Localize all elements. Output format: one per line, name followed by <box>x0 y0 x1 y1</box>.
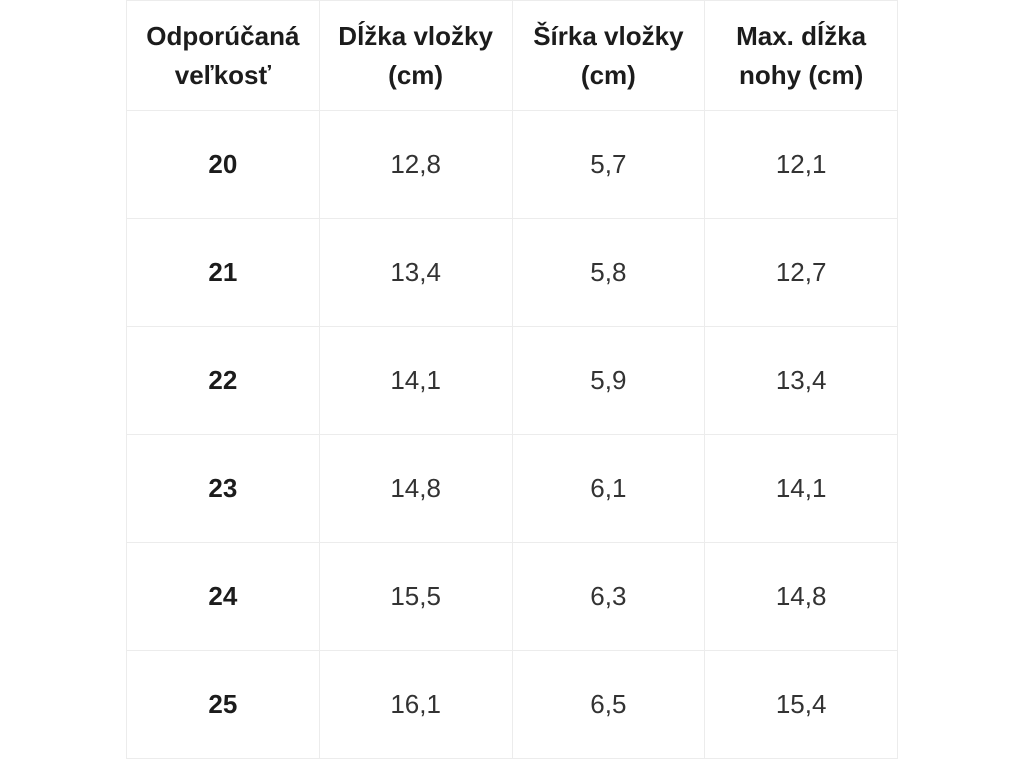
size-table: Odporúčaná veľkosť Dĺžka vložky (cm) Šír… <box>126 0 898 759</box>
cell-insole-width: 6,5 <box>511 650 706 759</box>
table-header-row: Odporúčaná veľkosť Dĺžka vložky (cm) Šír… <box>126 0 898 111</box>
table-row: 24 15,5 6,3 14,8 <box>126 542 898 651</box>
cell-insole-length: 12,8 <box>318 110 513 219</box>
header-line: Dĺžka vložky <box>338 20 493 51</box>
cell-size: 25 <box>126 650 320 759</box>
cell-insole-width: 6,3 <box>511 542 706 651</box>
cell-size: 20 <box>126 110 320 219</box>
table-row: 22 14,1 5,9 13,4 <box>126 326 898 435</box>
header-recommended-size: Odporúčaná veľkosť <box>126 0 320 111</box>
header-line: Šírka vložky <box>533 20 684 51</box>
cell-max-foot-length: 14,8 <box>704 542 898 651</box>
cell-insole-width: 5,8 <box>511 218 706 327</box>
header-insole-width: Šírka vložky (cm) <box>511 0 706 111</box>
header-line: veľkosť <box>174 59 271 90</box>
cell-size: 22 <box>126 326 320 435</box>
cell-size: 21 <box>126 218 320 327</box>
header-line: (cm) <box>580 59 636 90</box>
cell-insole-length: 16,1 <box>318 650 513 759</box>
table-row: 25 16,1 6,5 15,4 <box>126 650 898 759</box>
table-row: 20 12,8 5,7 12,1 <box>126 110 898 219</box>
table-row: 21 13,4 5,8 12,7 <box>126 218 898 327</box>
header-line: Max. dĺžka <box>736 20 867 51</box>
cell-size: 24 <box>126 542 320 651</box>
cell-insole-width: 6,1 <box>511 434 706 543</box>
cell-insole-length: 14,1 <box>318 326 513 435</box>
header-line: (cm) <box>388 59 444 90</box>
cell-insole-width: 5,9 <box>511 326 706 435</box>
cell-max-foot-length: 13,4 <box>704 326 898 435</box>
header-line: Odporúčaná <box>146 20 300 51</box>
cell-size: 23 <box>126 434 320 543</box>
header-line: nohy (cm) <box>739 59 864 90</box>
cell-insole-length: 13,4 <box>318 218 513 327</box>
cell-max-foot-length: 15,4 <box>704 650 898 759</box>
cell-max-foot-length: 12,7 <box>704 218 898 327</box>
cell-max-foot-length: 12,1 <box>704 110 898 219</box>
cell-insole-length: 14,8 <box>318 434 513 543</box>
header-max-foot-length: Max. dĺžka nohy (cm) <box>704 0 898 111</box>
cell-max-foot-length: 14,1 <box>704 434 898 543</box>
cell-insole-width: 5,7 <box>511 110 706 219</box>
table-row: 23 14,8 6,1 14,1 <box>126 434 898 543</box>
cell-insole-length: 15,5 <box>318 542 513 651</box>
header-insole-length: Dĺžka vložky (cm) <box>318 0 513 111</box>
